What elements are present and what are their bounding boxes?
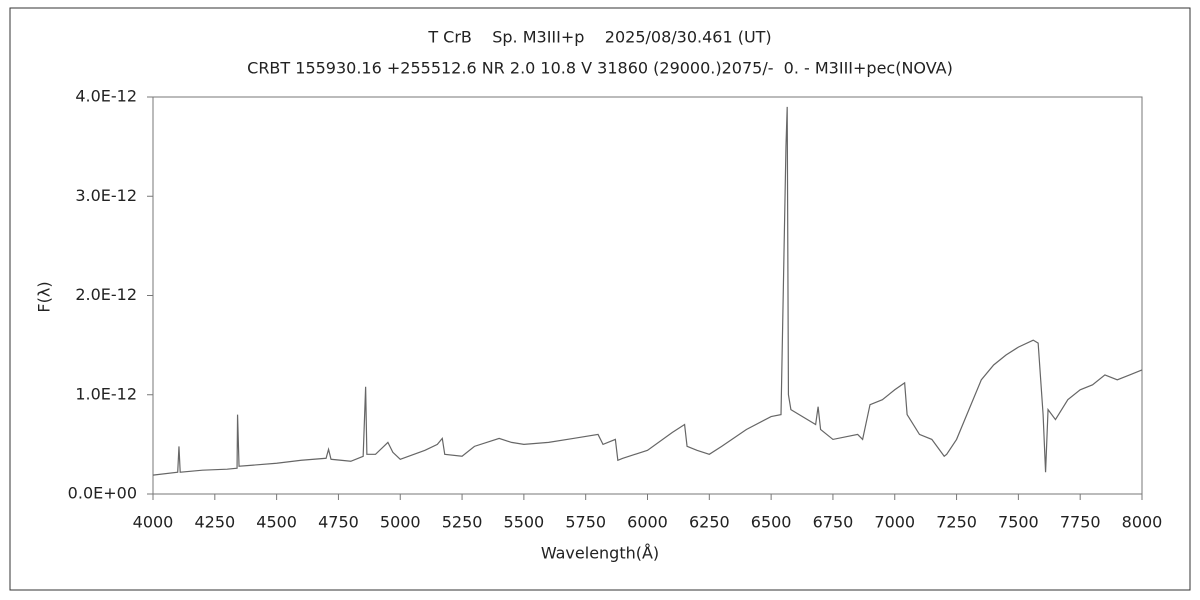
y-tick-label: 2.0E-12: [75, 285, 137, 304]
x-tick-label: 5500: [504, 513, 545, 532]
x-tick-label: 8000: [1122, 513, 1163, 532]
spectrum-line: [152, 106, 1143, 476]
y-tick-label: 3.0E-12: [75, 186, 137, 205]
y-axis-label: F(λ): [35, 281, 54, 312]
x-tick-label: 6250: [689, 513, 730, 532]
x-tick-label: 7500: [998, 513, 1039, 532]
y-tick-label: 4.0E-12: [75, 87, 137, 106]
chart-subtitle: CRBT 155930.16 +255512.6 NR 2.0 10.8 V 3…: [247, 59, 953, 78]
x-tick-label: 4500: [256, 513, 297, 532]
x-tick-label: 5750: [565, 513, 606, 532]
x-tick-label: 6500: [751, 513, 792, 532]
x-axis-label: Wavelength(Å): [541, 544, 659, 563]
y-tick-label: 1.0E-12: [75, 384, 137, 403]
x-tick-label: 7250: [936, 513, 977, 532]
chart-title: T CrB Sp. M3III+p 2025/08/30.461 (UT): [427, 28, 771, 47]
x-tick-label: 5250: [442, 513, 483, 532]
x-tick-label: 6000: [627, 513, 668, 532]
x-tick-label: 4250: [194, 513, 235, 532]
x-tick-label: 5000: [380, 513, 421, 532]
x-tick-label: 7750: [1060, 513, 1101, 532]
x-tick-label: 7000: [874, 513, 915, 532]
x-tick-label: 6750: [813, 513, 854, 532]
x-tick-label: 4750: [318, 513, 359, 532]
y-tick-label: 0.0E+00: [68, 484, 137, 503]
frame: [9, 7, 1191, 591]
x-tick-label: 4000: [133, 513, 174, 532]
